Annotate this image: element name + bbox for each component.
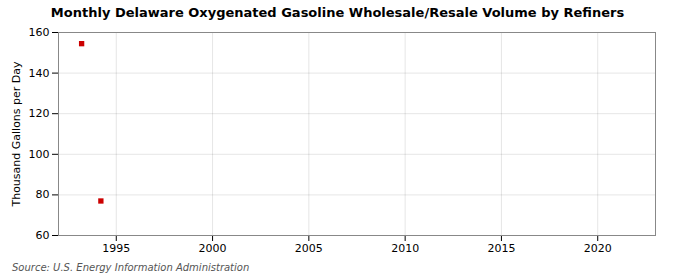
svg-text:140: 140: [29, 67, 50, 80]
svg-text:2015: 2015: [487, 242, 515, 255]
svg-text:1995: 1995: [102, 242, 130, 255]
svg-text:2020: 2020: [584, 242, 612, 255]
svg-text:2010: 2010: [391, 242, 419, 255]
svg-text:160: 160: [29, 26, 50, 39]
svg-text:Thousand Gallons per Day: Thousand Gallons per Day: [10, 61, 23, 208]
svg-text:80: 80: [36, 188, 50, 201]
svg-text:60: 60: [36, 229, 50, 242]
svg-text:2005: 2005: [295, 242, 323, 255]
svg-text:100: 100: [29, 148, 50, 161]
svg-text:120: 120: [29, 107, 50, 120]
html-text:Source: U.S. Energy Informatio: Source: U.S. Energy Information Administ…: [12, 262, 250, 273]
html-text:Monthly Delaware Oxygenated Ga: Monthly Delaware Oxygenated Gasoline Who…: [50, 5, 625, 20]
svg-text:2000: 2000: [199, 242, 227, 255]
